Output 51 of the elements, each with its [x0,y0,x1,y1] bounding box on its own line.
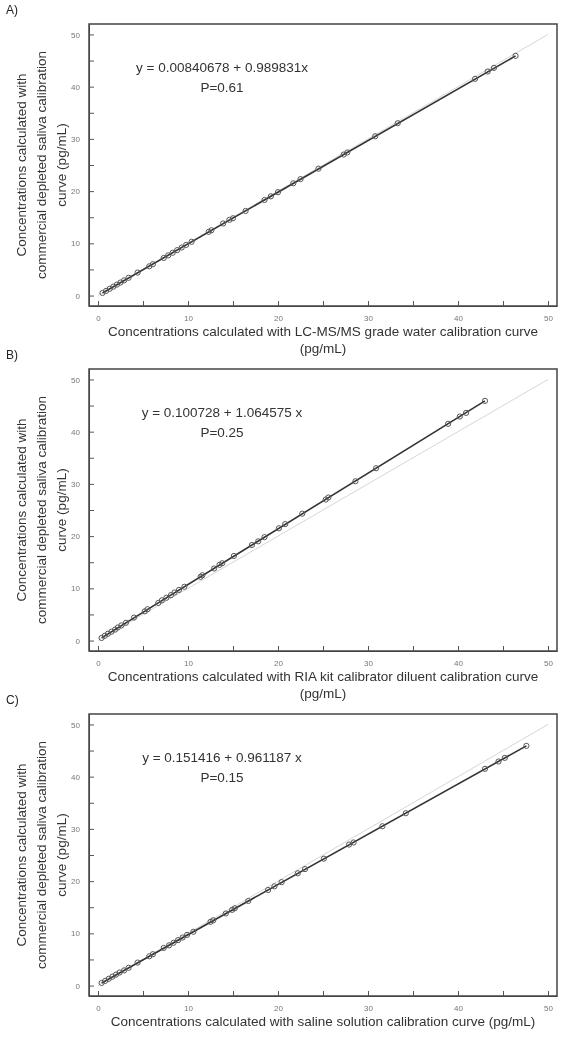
x-tick-label: 40 [454,658,464,668]
y-tick-label: 20 [71,187,81,197]
y-tick-label: 30 [71,479,81,489]
x-tick-label: 20 [274,1003,284,1013]
annotation: y = 0.100728 + 1.064575 x [141,405,303,420]
annotation: P=0.61 [200,80,244,95]
x-axis-title: Concentrations calculated with RIA kit calibrator diluent calibration curve (pg/mL) [107,669,539,701]
x-tick-label: 10 [184,658,194,668]
y-tick-label: 0 [75,636,81,646]
y-tick-label: 50 [71,720,81,730]
y-tick-label: 40 [71,772,81,782]
y-tick-label: 40 [71,427,81,437]
y-tick-label: 10 [71,239,81,249]
y-tick-label: 0 [75,291,81,301]
x-tick-label: 0 [96,1003,102,1013]
x-tick-label: 30 [364,658,374,668]
x-tick-label: 30 [364,313,374,323]
y-tick-label: 10 [71,584,81,594]
chart-title: A) [6,3,18,17]
x-tick-label: 20 [274,313,284,323]
x-tick-label: 40 [454,313,464,323]
y-axis-title: Concentrations calculated with commercial depleted saliva calibration curve (pg/mL) [14,740,69,970]
annotation: y = 0.00840678 + 0.989831x [136,60,309,75]
chart-title: C) [6,693,19,707]
y-axis-title: Concentrations calculated with commercial depleted saliva calibration curve (pg/mL) [14,50,69,280]
x-tick-label: 10 [184,1003,194,1013]
annotation: P=0.25 [200,425,244,440]
y-tick-label: 30 [71,824,81,834]
x-tick-label: 10 [184,313,194,323]
y-tick-label: 20 [71,877,81,887]
x-tick-label: 0 [96,658,102,668]
y-tick-label: 40 [71,82,81,92]
annotation: P=0.15 [200,770,244,785]
x-tick-label: 30 [364,1003,374,1013]
y-tick-label: 50 [71,30,81,40]
y-tick-label: 30 [71,134,81,144]
x-axis-title: Concentrations calculated with LC-MS/MS grade water calibration curve (pg/mL) [108,324,538,356]
y-tick-label: 0 [75,981,81,991]
chart-title: B) [6,348,18,362]
x-axis-title: Concentrations calculated with saline solution calibration curve (pg/mL) [110,1014,536,1029]
x-tick-label: 20 [274,658,284,668]
x-tick-label: 0 [96,313,102,323]
x-tick-label: 40 [454,1003,464,1013]
x-tick-label: 50 [544,658,554,668]
annotation: y = 0.151416 + 0.961187 x [142,750,303,765]
y-tick-label: 20 [71,532,81,542]
y-tick-label: 10 [71,929,81,939]
y-axis-title: Concentrations calculated with commercial depleted saliva calibration curve (pg/mL) [14,395,69,625]
y-tick-label: 50 [71,375,81,385]
x-tick-label: 50 [544,313,554,323]
x-tick-label: 50 [544,1003,554,1013]
